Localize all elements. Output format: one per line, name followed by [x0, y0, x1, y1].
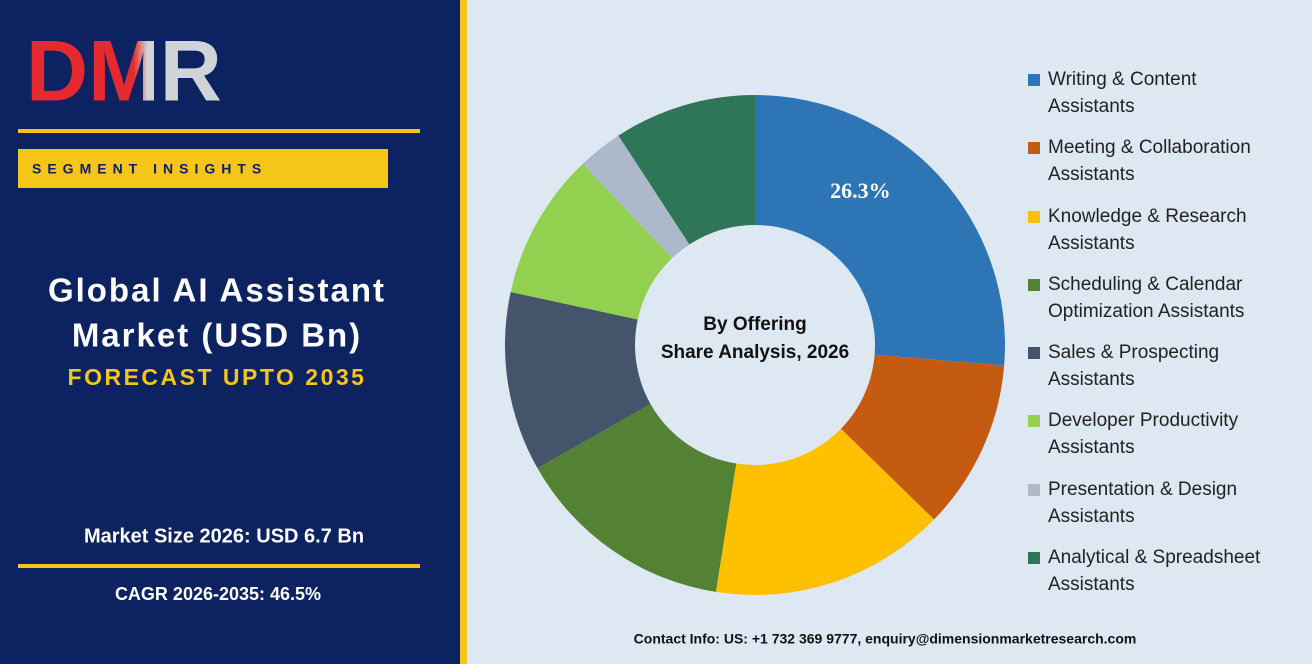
legend-item: Meeting & Collaboration Assistants [1028, 134, 1278, 202]
value-label: 26.3% [830, 178, 891, 203]
legend-item: Scheduling & Calendar Optimization Assis… [1028, 271, 1278, 339]
legend-label: Knowledge & Research Assistants [1048, 205, 1247, 254]
donut-slice [715, 428, 934, 595]
donut-slice [504, 291, 651, 469]
tag: SEGMENT INSIGHTS [32, 161, 267, 177]
legend-swatch [1028, 552, 1040, 565]
legend-item: Writing & Content Assistants [1028, 66, 1278, 134]
contact: Contact Info: US: +1 732 369 9777, enqui… [634, 631, 1137, 647]
legend-label: Meeting & Collaboration Assistants [1048, 137, 1251, 186]
legend-swatch [1028, 347, 1040, 360]
logo: DMR [26, 24, 222, 120]
legend-label: Sales & Prospecting Assistants [1048, 342, 1220, 391]
legend-swatch [1028, 278, 1040, 291]
legend-swatch [1028, 210, 1040, 223]
legend-item: Presentation & Design Assistants [1028, 476, 1278, 544]
donut-slice [537, 404, 737, 592]
left-panel [0, 0, 460, 664]
legend-label: Writing & Content Assistants [1048, 69, 1197, 117]
title: Global AI Assistant [48, 272, 386, 309]
legend-label: Scheduling & Calendar Optimization Assis… [1048, 273, 1245, 322]
legend-item: Sales & Prospecting Assistants [1028, 339, 1278, 407]
legend-label: Developer Productivity Assistants [1048, 410, 1239, 459]
donut-slice [582, 135, 690, 259]
donut-slice [510, 163, 673, 320]
market-size: Market Size 2026: USD 6.7 Bn [84, 525, 364, 547]
legend-item: Knowledge & Research Assistants [1028, 203, 1278, 271]
legend-swatch [1028, 483, 1040, 496]
donut: 26.3% By Offering Share Analysis, 2026 [504, 95, 1006, 595]
legend-label: Analytical & Spreadsheet Assistants [1048, 547, 1261, 596]
donut-slice [755, 95, 1006, 366]
divider [460, 0, 467, 664]
legend-item: Analytical & Spreadsheet Assistants [1028, 544, 1278, 612]
donut-slice [618, 95, 755, 245]
donut-slice [840, 354, 1005, 520]
cagr: CAGR 2026-2035: 46.5% [115, 584, 321, 604]
tag-box [18, 149, 388, 188]
legend-item: Developer Productivity Assistants [1028, 407, 1278, 475]
subtitle: FORECAST UPTO 2035 [68, 364, 367, 390]
legend: Writing & Content Assistants Meeting & Co… [1028, 66, 1278, 612]
title: Market (USD Bn) [72, 317, 362, 354]
legend-label: Presentation & Design Assistants [1048, 478, 1238, 527]
center-text: By Offering [703, 314, 806, 335]
legend-swatch [1028, 415, 1040, 428]
legend-swatch [1028, 74, 1040, 86]
center-text: Share Analysis, 2026 [661, 342, 849, 363]
legend-swatch [1028, 142, 1040, 155]
